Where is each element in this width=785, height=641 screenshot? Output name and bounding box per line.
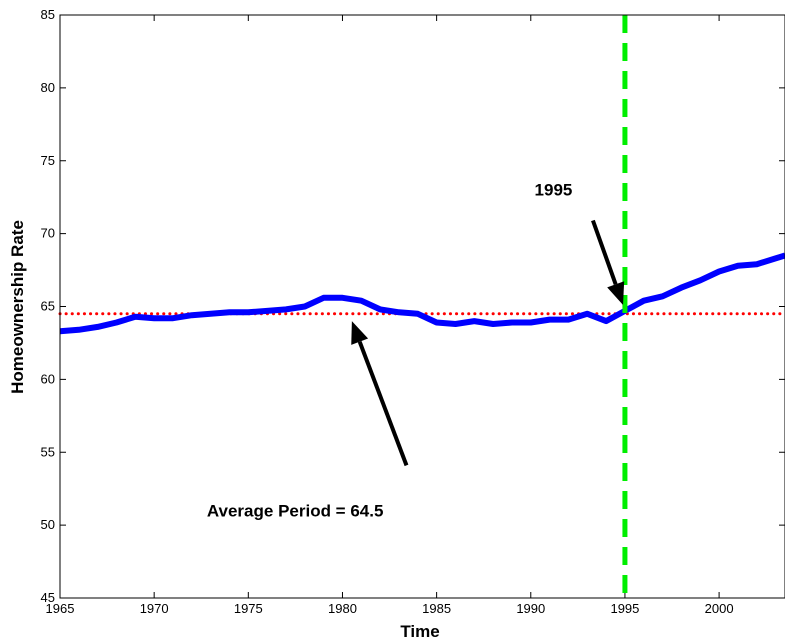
x-tick-label: 1975 [234, 601, 263, 616]
x-tick-label: 1970 [140, 601, 169, 616]
x-tick-label: 1965 [46, 601, 75, 616]
x-tick-label: 2000 [705, 601, 734, 616]
x-tick-label: 1995 [610, 601, 639, 616]
x-axis-label: Time [400, 622, 439, 641]
annotation-layer: 1995 Average Period = 64.5 [207, 181, 625, 520]
y-axis-label: Homeownership Rate [8, 220, 27, 394]
plot-background [60, 15, 785, 598]
y-tick-label: 45 [41, 590, 55, 605]
annotation-arrow-head [607, 281, 625, 306]
series-layer [58, 15, 785, 598]
plot-frame [59, 14, 785, 599]
y-tick-label: 75 [41, 153, 55, 168]
x-axis-ticks: 1965 1970 1975 1980 1985 1990 1995 2000 [46, 15, 734, 616]
y-axis-ticks: 45 50 55 60 65 70 75 80 85 [41, 7, 785, 605]
y-tick-label: 55 [41, 444, 55, 459]
y-tick-label: 80 [41, 80, 55, 95]
annotation-arrow-shaft [357, 340, 409, 467]
homeownership-series-line [59, 252, 785, 335]
y-tick-label: 60 [41, 371, 55, 386]
x-tick-label: 1980 [328, 601, 357, 616]
y-tick-label: 50 [41, 517, 55, 532]
y-tick-label: 65 [41, 299, 55, 314]
annotation-arrow-head [351, 321, 369, 345]
y-tick-label: 85 [41, 7, 55, 22]
y-tick-label: 70 [41, 226, 55, 241]
annotation-label: Average Period = 64.5 [207, 501, 384, 520]
annotation-arrow-shaft [591, 219, 618, 285]
x-tick-label: 1985 [422, 601, 451, 616]
x-tick-label: 1990 [516, 601, 545, 616]
annotation-label: 1995 [535, 181, 573, 200]
